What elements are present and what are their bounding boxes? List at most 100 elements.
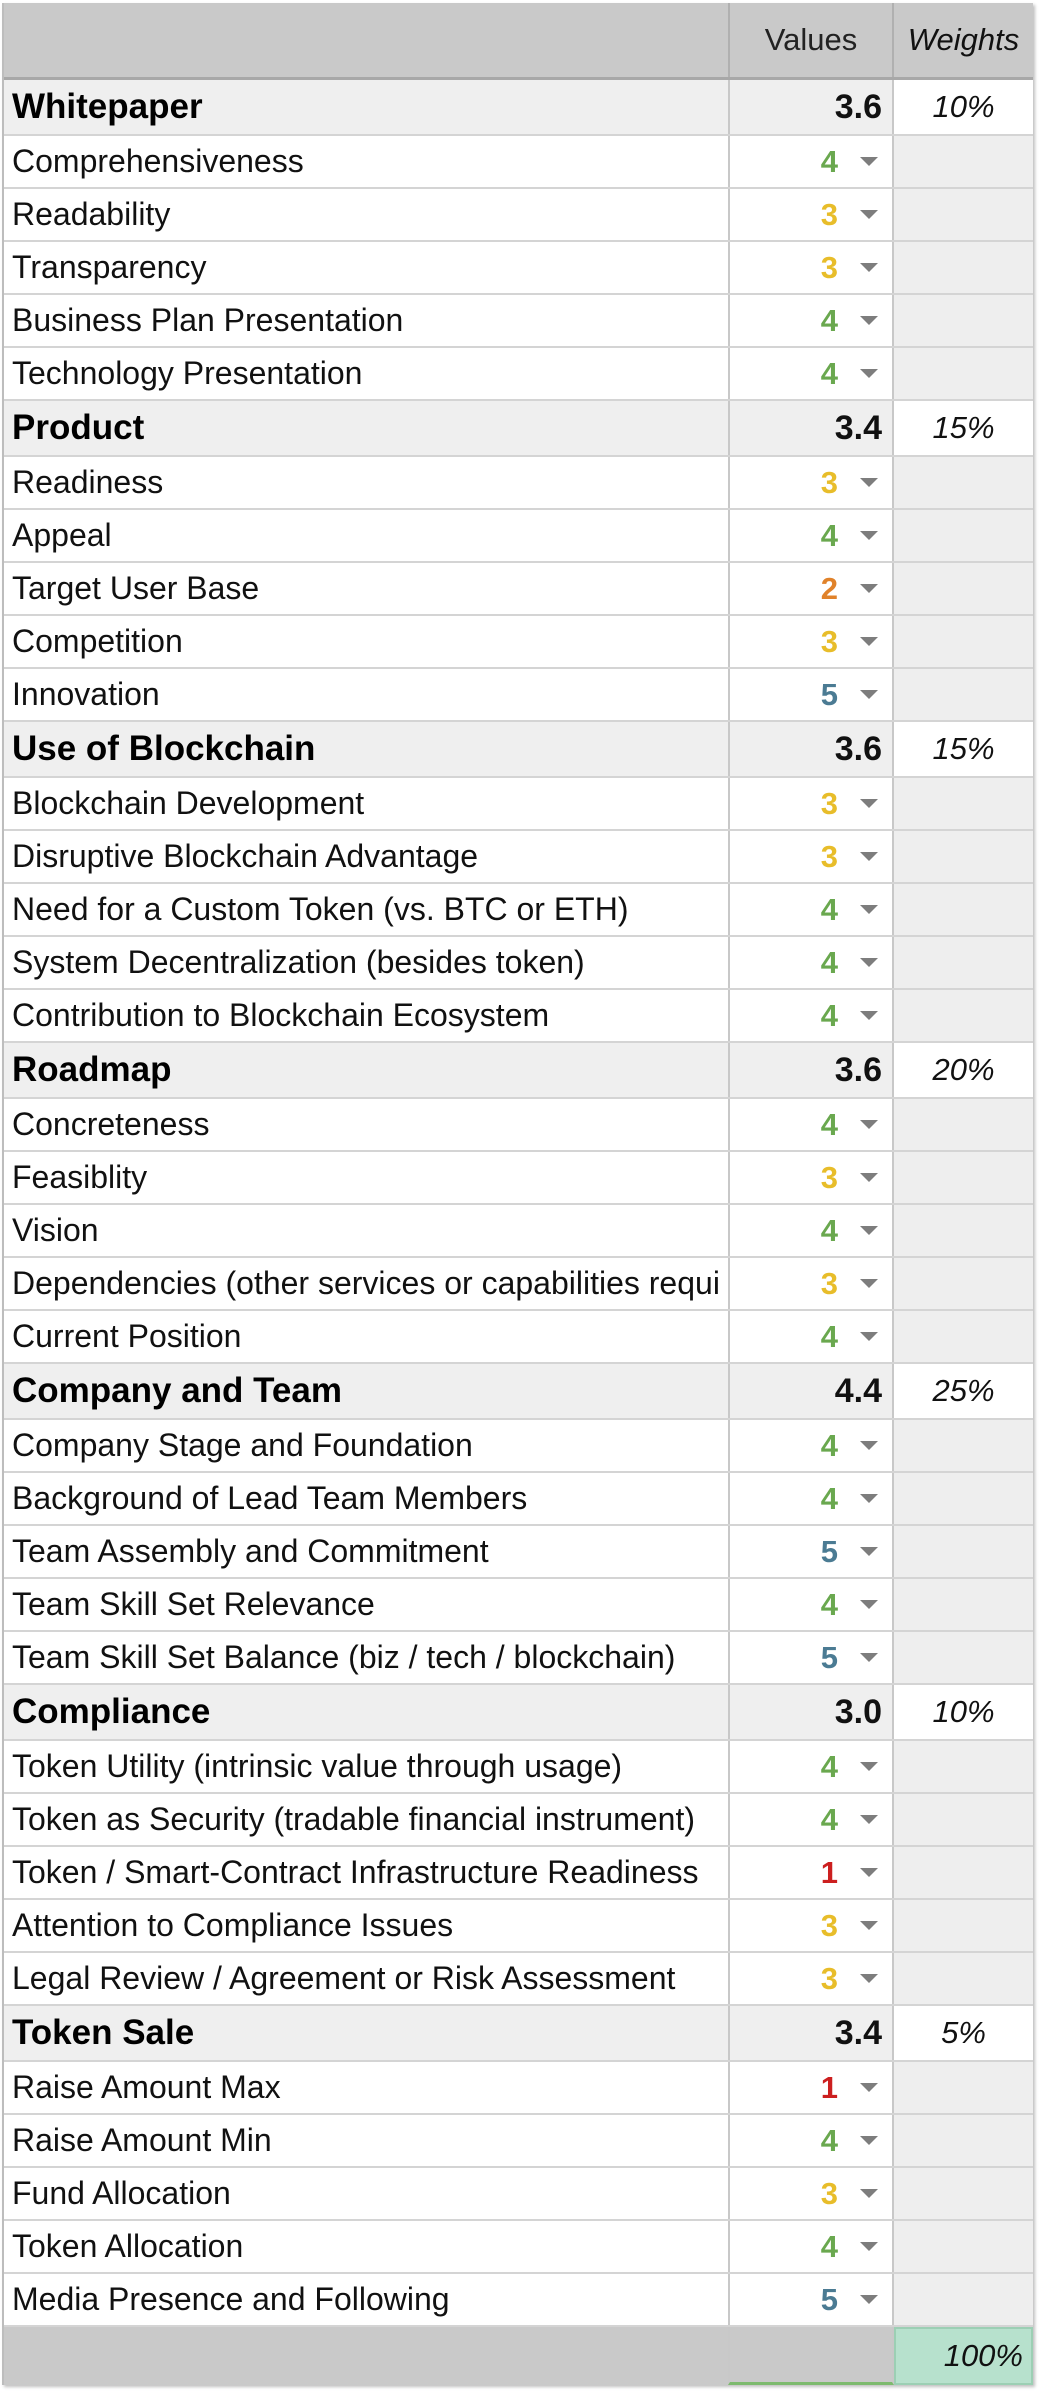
weight-blank-cell: [894, 1900, 1033, 1951]
score-dropdown[interactable]: 1: [728, 1847, 894, 1898]
dropdown-arrow-icon[interactable]: [860, 263, 878, 272]
section-weight[interactable]: 10%: [894, 80, 1033, 134]
score-dropdown[interactable]: 3: [728, 1953, 894, 2004]
score-dropdown[interactable]: 4: [728, 295, 894, 346]
score-dropdown[interactable]: 3: [728, 778, 894, 829]
score-dropdown[interactable]: 4: [728, 1420, 894, 1471]
dropdown-arrow-icon[interactable]: [860, 1120, 878, 1129]
section-weight[interactable]: 25%: [894, 1364, 1033, 1418]
dropdown-arrow-icon[interactable]: [860, 1441, 878, 1450]
score-value: 4: [820, 997, 838, 1033]
dropdown-arrow-icon[interactable]: [860, 1600, 878, 1609]
dropdown-arrow-icon[interactable]: [860, 316, 878, 325]
score-dropdown[interactable]: 3: [728, 1152, 894, 1203]
section-title: Whitepaper: [12, 87, 203, 126]
score-dropdown[interactable]: 3: [728, 616, 894, 667]
section-weight[interactable]: 15%: [894, 722, 1033, 776]
dropdown-arrow-icon[interactable]: [860, 958, 878, 967]
score-dropdown[interactable]: 3: [728, 189, 894, 240]
dropdown-arrow-icon[interactable]: [860, 531, 878, 540]
dropdown-arrow-icon[interactable]: [860, 1332, 878, 1341]
dropdown-arrow-icon[interactable]: [860, 1547, 878, 1556]
footer-value-cell: [728, 2327, 894, 2385]
section-weight[interactable]: 15%: [894, 401, 1033, 455]
dropdown-arrow-icon[interactable]: [860, 478, 878, 487]
score-dropdown[interactable]: 4: [728, 1794, 894, 1845]
section-value: 3.0: [728, 1685, 894, 1739]
dropdown-arrow-icon[interactable]: [860, 1279, 878, 1288]
weight-blank-cell: [894, 1741, 1033, 1792]
score-dropdown[interactable]: 3: [728, 1258, 894, 1309]
criterion-row: Current Position 4: [4, 1311, 1033, 1364]
score-dropdown[interactable]: 5: [728, 1526, 894, 1577]
dropdown-arrow-icon[interactable]: [860, 2242, 878, 2251]
dropdown-arrow-icon[interactable]: [860, 2136, 878, 2145]
dropdown-arrow-icon[interactable]: [860, 157, 878, 166]
score-value: 3: [820, 196, 838, 232]
section-row: Company and Team 4.4 25%: [4, 1364, 1033, 1420]
score-dropdown[interactable]: 4: [728, 510, 894, 561]
score-dropdown[interactable]: 4: [728, 136, 894, 187]
criterion-row: Readiness 3: [4, 457, 1033, 510]
score-dropdown[interactable]: 3: [728, 457, 894, 508]
score-dropdown[interactable]: 4: [728, 2115, 894, 2166]
score-dropdown[interactable]: 3: [728, 2168, 894, 2219]
dropdown-arrow-icon[interactable]: [860, 1868, 878, 1877]
score-dropdown[interactable]: 4: [728, 990, 894, 1041]
dropdown-arrow-icon[interactable]: [860, 584, 878, 593]
score-dropdown[interactable]: 4: [728, 1473, 894, 1524]
dropdown-arrow-icon[interactable]: [860, 852, 878, 861]
dropdown-arrow-icon[interactable]: [860, 369, 878, 378]
section-row: Whitepaper 3.6 10%: [4, 80, 1033, 136]
dropdown-arrow-icon[interactable]: [860, 637, 878, 646]
score-dropdown[interactable]: 4: [728, 1205, 894, 1256]
dropdown-arrow-icon[interactable]: [860, 799, 878, 808]
criterion-row: Target User Base 2: [4, 563, 1033, 616]
score-dropdown[interactable]: 4: [728, 2221, 894, 2272]
section-title: Product: [12, 408, 145, 447]
weight-blank-cell: [894, 1847, 1033, 1898]
score-dropdown[interactable]: 4: [728, 1579, 894, 1630]
score-dropdown[interactable]: 4: [728, 1099, 894, 1150]
weight-blank-cell: [894, 1258, 1033, 1309]
dropdown-arrow-icon[interactable]: [860, 1173, 878, 1182]
score-dropdown[interactable]: 4: [728, 884, 894, 935]
dropdown-arrow-icon[interactable]: [860, 1011, 878, 1020]
dropdown-arrow-icon[interactable]: [860, 905, 878, 914]
score-dropdown[interactable]: 4: [728, 937, 894, 988]
score-dropdown[interactable]: 3: [728, 831, 894, 882]
score-dropdown[interactable]: 5: [728, 669, 894, 720]
dropdown-arrow-icon[interactable]: [860, 1762, 878, 1771]
weight-blank-cell: [894, 990, 1033, 1041]
dropdown-arrow-icon[interactable]: [860, 2295, 878, 2304]
score-dropdown[interactable]: 4: [728, 1741, 894, 1792]
score-dropdown[interactable]: 3: [728, 242, 894, 293]
criterion-label: Innovation: [12, 676, 160, 712]
criterion-row: Technology Presentation 4: [4, 348, 1033, 401]
section-weight[interactable]: 20%: [894, 1043, 1033, 1097]
dropdown-arrow-icon[interactable]: [860, 1815, 878, 1824]
dropdown-arrow-icon[interactable]: [860, 1921, 878, 1930]
criterion-label: Team Assembly and Commitment: [12, 1533, 489, 1569]
dropdown-arrow-icon[interactable]: [860, 2189, 878, 2198]
score-dropdown[interactable]: 5: [728, 2274, 894, 2325]
score-dropdown[interactable]: 4: [728, 1311, 894, 1362]
score-dropdown[interactable]: 4: [728, 348, 894, 399]
dropdown-arrow-icon[interactable]: [860, 1974, 878, 1983]
criterion-label: Raise Amount Min: [12, 2122, 272, 2158]
score-dropdown[interactable]: 2: [728, 563, 894, 614]
dropdown-arrow-icon[interactable]: [860, 690, 878, 699]
section-weight[interactable]: 5%: [894, 2006, 1033, 2060]
dropdown-arrow-icon[interactable]: [860, 210, 878, 219]
dropdown-arrow-icon[interactable]: [860, 2083, 878, 2092]
dropdown-arrow-icon[interactable]: [860, 1494, 878, 1503]
score-dropdown[interactable]: 1: [728, 2062, 894, 2113]
weight-blank-cell: [894, 2221, 1033, 2272]
criterion-label: Current Position: [12, 1318, 242, 1354]
score-dropdown[interactable]: 5: [728, 1632, 894, 1683]
score-dropdown[interactable]: 3: [728, 1900, 894, 1951]
criterion-row: Legal Review / Agreement or Risk Assessm…: [4, 1953, 1033, 2006]
dropdown-arrow-icon[interactable]: [860, 1653, 878, 1662]
section-weight[interactable]: 10%: [894, 1685, 1033, 1739]
dropdown-arrow-icon[interactable]: [860, 1226, 878, 1235]
